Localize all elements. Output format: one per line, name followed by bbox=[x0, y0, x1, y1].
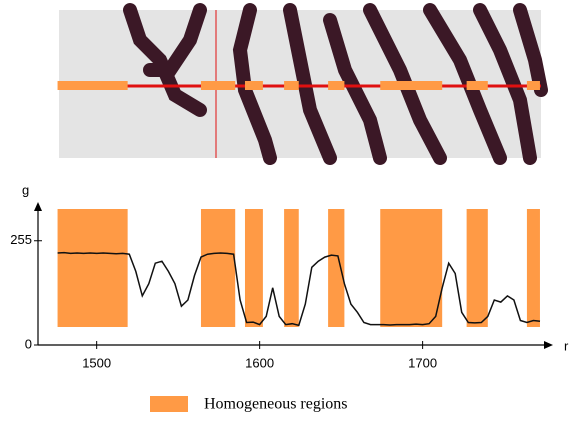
x-axis-arrow bbox=[544, 341, 553, 349]
y-tick-label: 0 bbox=[25, 336, 32, 351]
plot: 1500 1600 1700 0 255 bbox=[10, 202, 553, 370]
homogeneous-region bbox=[284, 209, 299, 327]
homogeneous-region bbox=[380, 209, 443, 327]
photo-region bbox=[380, 81, 443, 90]
homogeneous-region bbox=[466, 209, 488, 327]
photo-region bbox=[328, 81, 345, 90]
photo-region bbox=[284, 81, 299, 90]
x-axis-label: r bbox=[564, 338, 569, 353]
x-tick-label: 1700 bbox=[408, 355, 437, 370]
legend-swatch bbox=[150, 396, 188, 412]
photo-region bbox=[57, 81, 128, 90]
photo bbox=[57, 3, 548, 165]
y-axis-label: g bbox=[22, 182, 29, 197]
photo-region bbox=[244, 81, 263, 90]
homogeneous-region bbox=[57, 209, 128, 327]
photo-regions bbox=[57, 81, 540, 90]
x-tick-label: 1600 bbox=[245, 355, 274, 370]
homogeneous-region bbox=[328, 209, 345, 327]
photo-region bbox=[526, 81, 540, 90]
homogeneous-region bbox=[526, 209, 540, 327]
profile-line bbox=[57, 251, 541, 327]
photo-region bbox=[200, 81, 236, 90]
homogeneous-region bbox=[244, 209, 263, 327]
x-tick-label: 1500 bbox=[82, 355, 111, 370]
photo-region bbox=[466, 81, 488, 90]
legend-label: Homogeneous regions bbox=[204, 396, 348, 413]
y-axis-arrow bbox=[34, 202, 42, 211]
y-tick-label: 255 bbox=[10, 232, 32, 247]
homogeneous-region bbox=[200, 209, 236, 327]
